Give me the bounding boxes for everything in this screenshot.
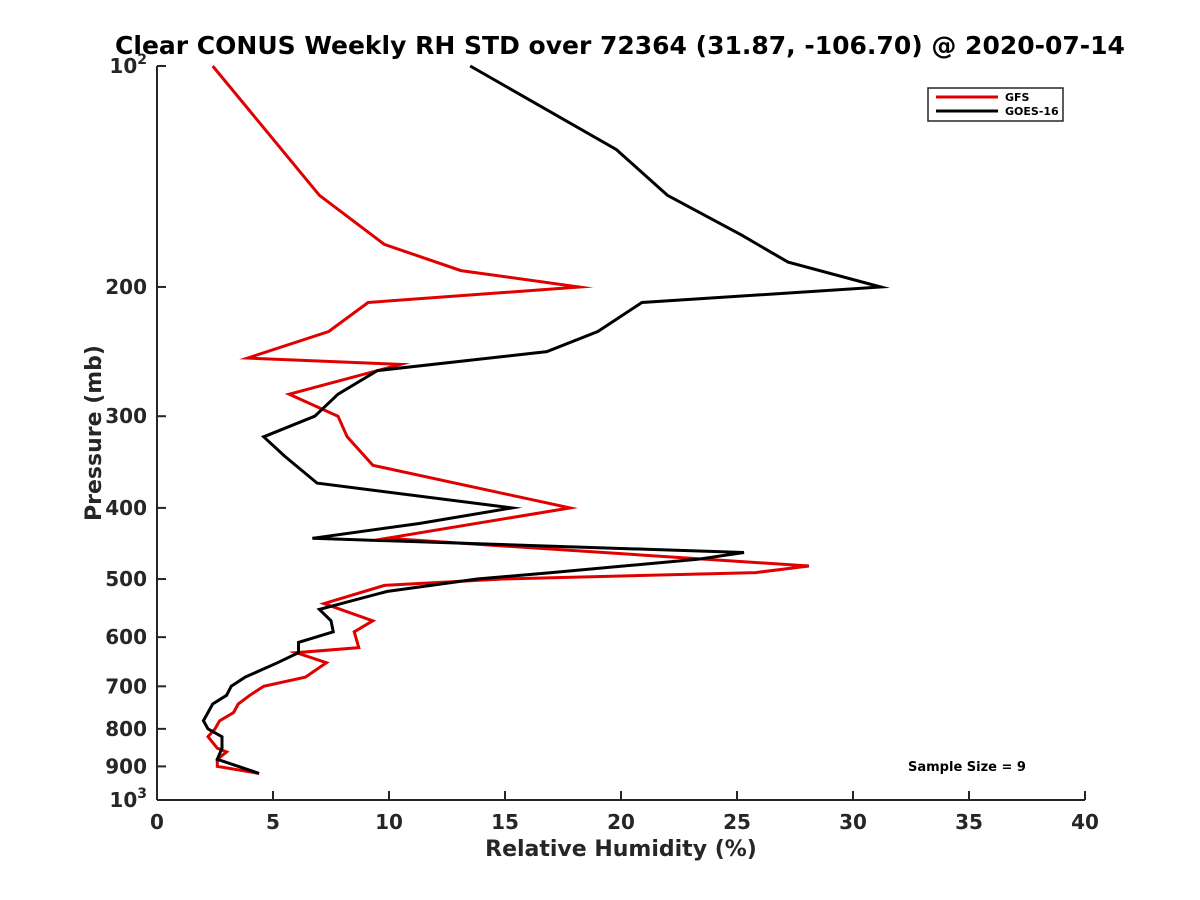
chart-title: Clear CONUS Weekly RH STD over 72364 (31… <box>115 31 1125 60</box>
x-tick-label: 25 <box>723 810 751 834</box>
x-tick-label: 40 <box>1071 810 1099 834</box>
legend-box <box>927 87 1064 122</box>
x-tick-label: 35 <box>955 810 983 834</box>
x-axis-label: Relative Humidity (%) <box>485 837 757 862</box>
y-tick-label: 900 <box>105 754 147 778</box>
legend-entry: GFS <box>1005 91 1030 104</box>
y-tick-label: 600 <box>105 625 147 649</box>
y-axis-ticks: 102 200 300 400 500 600 700 800 900 103 <box>105 52 166 812</box>
series-line-gfs <box>206 65 810 775</box>
y-tick-label: 103 <box>109 786 147 812</box>
x-tick-label: 30 <box>839 810 867 834</box>
sample-size-annotation: Sample Size = 9 <box>908 760 1026 775</box>
y-axis-label: Pressure (mb) <box>82 345 107 521</box>
plot-area <box>157 66 1085 800</box>
x-tick-label: 10 <box>375 810 403 834</box>
x-tick-label: 5 <box>266 810 280 834</box>
x-tick-label: 0 <box>150 810 164 834</box>
legend-entry: GOES-16 <box>1005 105 1059 118</box>
x-tick-label: 20 <box>607 810 635 834</box>
y-tick-label: 300 <box>105 404 147 428</box>
series-line-goes-16 <box>201 64 890 775</box>
series-layer <box>201 64 890 775</box>
y-tick-label: 200 <box>105 275 147 299</box>
y-tick-label: 800 <box>105 717 147 741</box>
x-tick-label: 15 <box>491 810 519 834</box>
y-tick-label: 500 <box>105 567 147 591</box>
y-tick-label: 102 <box>109 52 147 78</box>
y-tick-label: 700 <box>105 674 147 698</box>
x-axis-ticks: 0 5 10 15 20 25 30 35 40 <box>150 791 1099 834</box>
y-tick-label: 400 <box>105 496 147 520</box>
